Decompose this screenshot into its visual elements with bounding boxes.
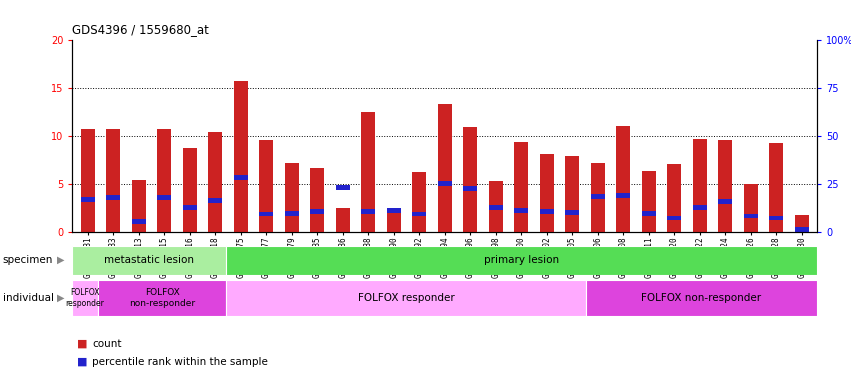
Bar: [157, 129, 171, 232]
Bar: [437, 104, 452, 232]
Bar: [565, 210, 580, 215]
Bar: [591, 194, 605, 199]
Bar: [157, 195, 171, 200]
Text: individual: individual: [3, 293, 54, 303]
Bar: [208, 131, 222, 232]
Bar: [744, 184, 757, 232]
Bar: [98, 280, 226, 316]
Bar: [259, 140, 273, 232]
Bar: [412, 172, 426, 232]
Bar: [795, 227, 808, 232]
Text: FOLFOX non-responder: FOLFOX non-responder: [642, 293, 762, 303]
Bar: [81, 197, 94, 202]
Bar: [72, 246, 226, 275]
Bar: [616, 194, 631, 198]
Bar: [226, 280, 585, 316]
Text: FOLFOX
non-responder: FOLFOX non-responder: [129, 288, 195, 308]
Bar: [693, 139, 706, 232]
Bar: [718, 140, 732, 232]
Bar: [226, 246, 817, 275]
Text: metastatic lesion: metastatic lesion: [105, 255, 194, 265]
Bar: [693, 205, 706, 210]
Bar: [642, 211, 655, 215]
Text: primary lesion: primary lesion: [484, 255, 559, 265]
Bar: [585, 280, 817, 316]
Bar: [72, 280, 98, 316]
Bar: [284, 163, 299, 232]
Bar: [488, 182, 503, 232]
Bar: [234, 175, 248, 180]
Bar: [514, 142, 528, 232]
Text: GDS4396 / 1559680_at: GDS4396 / 1559680_at: [72, 23, 209, 36]
Text: ■: ■: [77, 357, 87, 367]
Bar: [106, 195, 120, 200]
Bar: [463, 127, 477, 232]
Bar: [540, 209, 554, 214]
Bar: [667, 215, 681, 220]
Bar: [284, 211, 299, 215]
Bar: [616, 126, 631, 232]
Text: count: count: [92, 339, 122, 349]
Bar: [132, 180, 146, 232]
Text: ▶: ▶: [57, 293, 65, 303]
Text: FOLFOX responder: FOLFOX responder: [357, 293, 454, 303]
Bar: [769, 143, 783, 232]
Bar: [183, 148, 197, 232]
Text: FOLFOX
responder: FOLFOX responder: [66, 288, 105, 308]
Bar: [514, 208, 528, 213]
Bar: [183, 205, 197, 210]
Bar: [361, 112, 375, 232]
Bar: [335, 208, 350, 232]
Bar: [412, 212, 426, 217]
Bar: [259, 212, 273, 217]
Text: specimen: specimen: [3, 255, 53, 265]
Text: ■: ■: [77, 339, 87, 349]
Bar: [335, 185, 350, 190]
Bar: [106, 129, 120, 232]
Bar: [667, 164, 681, 232]
Text: ▶: ▶: [57, 255, 65, 265]
Bar: [310, 209, 324, 214]
Bar: [81, 129, 94, 232]
Bar: [208, 198, 222, 203]
Bar: [769, 215, 783, 220]
Bar: [310, 168, 324, 232]
Bar: [386, 212, 401, 232]
Bar: [718, 199, 732, 204]
Bar: [437, 181, 452, 186]
Bar: [488, 205, 503, 210]
Bar: [591, 163, 605, 232]
Bar: [361, 209, 375, 214]
Bar: [386, 208, 401, 213]
Text: percentile rank within the sample: percentile rank within the sample: [92, 357, 268, 367]
Bar: [744, 214, 757, 218]
Bar: [234, 81, 248, 232]
Bar: [795, 215, 808, 232]
Bar: [540, 154, 554, 232]
Bar: [642, 171, 655, 232]
Bar: [463, 186, 477, 190]
Bar: [565, 157, 580, 232]
Bar: [132, 219, 146, 224]
